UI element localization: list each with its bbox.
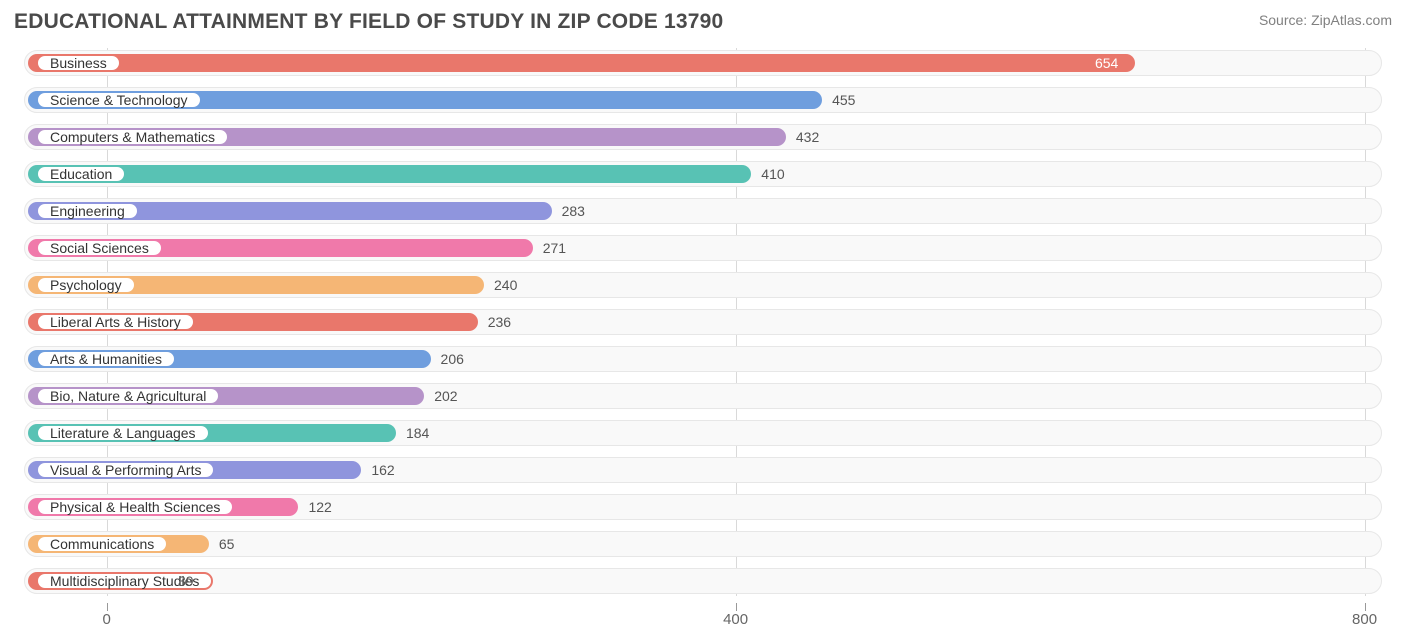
bar-value-label: 122 — [308, 498, 331, 516]
bar-value-label: 65 — [219, 535, 235, 553]
axis-tick — [1365, 603, 1366, 611]
axis-tick — [736, 603, 737, 611]
bar-category-label: Social Sciences — [36, 239, 163, 257]
bar-value-label: 240 — [494, 276, 517, 294]
bar-row: Engineering 283 — [14, 196, 1392, 226]
bar-value-label: 410 — [761, 165, 784, 183]
bar-row: Science & Technology 455 — [14, 85, 1392, 115]
bar-row: Multidisciplinary Studies39 — [14, 566, 1392, 596]
bar-row: Arts & Humanities 206 — [14, 344, 1392, 374]
axis-tick-label: 400 — [723, 611, 748, 628]
bar-value-label: 432 — [796, 128, 819, 146]
chart-header: EDUCATIONAL ATTAINMENT BY FIELD OF STUDY… — [14, 10, 1392, 34]
bar-category-label: Business — [36, 54, 121, 72]
bar-category-label: Science & Technology — [36, 91, 202, 109]
bar-row: Education 410 — [14, 159, 1392, 189]
axis-tick-label: 0 — [102, 611, 110, 628]
x-axis: 0 400 800 — [14, 603, 1392, 631]
bar-value-label: 162 — [371, 461, 394, 479]
bar-category-label: Education — [36, 165, 126, 183]
bar-value-label: 39 — [178, 572, 194, 590]
bar-value-label: 184 — [406, 424, 429, 442]
bar-row: Psychology 240 — [14, 270, 1392, 300]
bar-category-label: Visual & Performing Arts — [36, 461, 215, 479]
bar-category-label: Engineering — [36, 202, 139, 220]
bar-value-label: 206 — [441, 350, 464, 368]
bar-row: Social Sciences 271 — [14, 233, 1392, 263]
bar-category-label: Arts & Humanities — [36, 350, 176, 368]
chart-source: Source: ZipAtlas.com — [1259, 10, 1392, 28]
bar-row: Bio, Nature & Agricultural 202 — [14, 381, 1392, 411]
bar-category-label: Computers & Mathematics — [36, 128, 229, 146]
bar-value-label: 236 — [488, 313, 511, 331]
bar-category-label: Communications — [36, 535, 168, 553]
bar-fill — [28, 165, 751, 183]
chart-title: EDUCATIONAL ATTAINMENT BY FIELD OF STUDY… — [14, 10, 723, 34]
bar-row: Business 654 — [14, 48, 1392, 78]
bar-value-label: 202 — [434, 387, 457, 405]
bar-row: Liberal Arts & History 236 — [14, 307, 1392, 337]
chart-area: Business 654 Science & Technology 455 Comput… — [14, 48, 1392, 631]
bar-row: Physical & Health Sciences 122 — [14, 492, 1392, 522]
bar-category-label: Bio, Nature & Agricultural — [36, 387, 220, 405]
bar-value-label: 271 — [543, 239, 566, 257]
bar-value-label: 654 — [1095, 54, 1118, 72]
bar-category-label: Liberal Arts & History — [36, 313, 195, 331]
bar-rows: Business 654 Science & Technology 455 Comput… — [14, 48, 1392, 596]
bar-category-label: Psychology — [36, 276, 136, 294]
bar-track — [24, 568, 1382, 594]
bar-category-label: Physical & Health Sciences — [36, 498, 234, 516]
bar-row: Communications 65 — [14, 529, 1392, 559]
bar-row: Computers & Mathematics 432 — [14, 122, 1392, 152]
bar-fill — [28, 54, 1135, 72]
axis-tick-label: 800 — [1352, 611, 1377, 628]
bar-row: Visual & Performing Arts 162 — [14, 455, 1392, 485]
bar-value-label: 283 — [562, 202, 585, 220]
bar-value-label: 455 — [832, 91, 855, 109]
bar-row: Literature & Languages 184 — [14, 418, 1392, 448]
bar-category-label: Literature & Languages — [36, 424, 210, 442]
axis-tick — [107, 603, 108, 611]
